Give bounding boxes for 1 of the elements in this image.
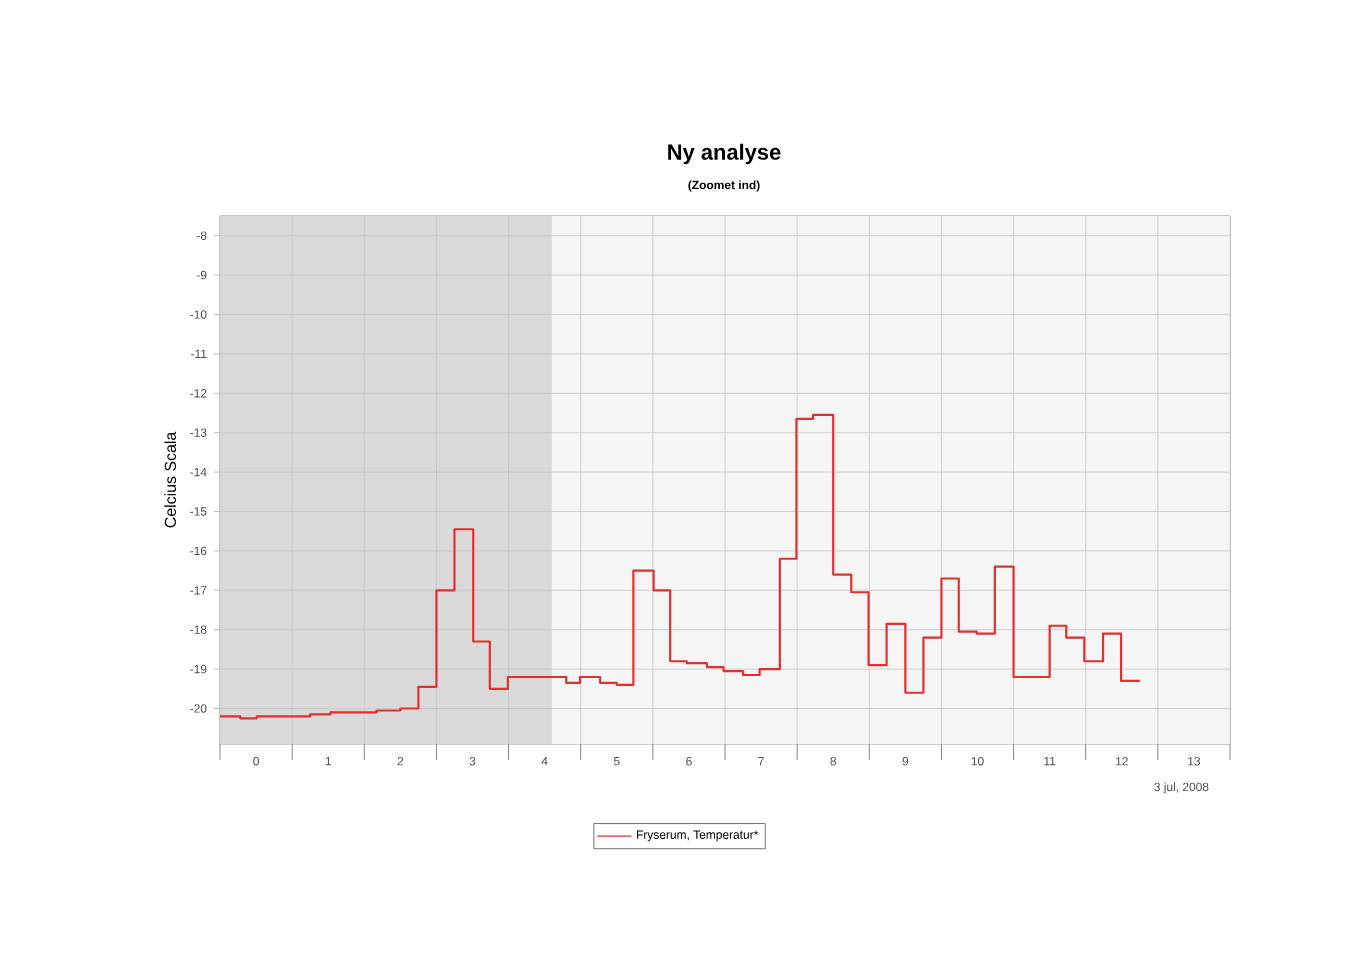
chart-title: Ny analyse	[668, 143, 781, 165]
